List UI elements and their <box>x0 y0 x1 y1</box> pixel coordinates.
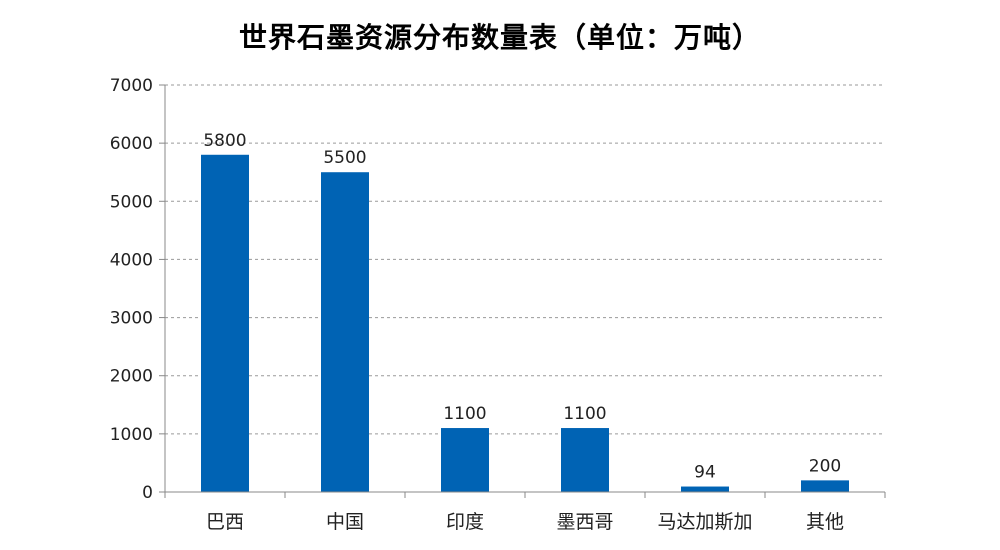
y-tick-label: 4000 <box>110 250 153 270</box>
data-label: 1100 <box>563 404 606 424</box>
y-tick-label: 3000 <box>110 309 153 329</box>
bar <box>681 486 729 492</box>
bar <box>561 428 609 492</box>
data-label: 5500 <box>323 148 366 168</box>
data-label: 1100 <box>443 404 486 424</box>
y-tick-label: 1000 <box>110 425 153 445</box>
y-tick-label: 2000 <box>110 367 153 387</box>
gridlines <box>165 84 885 435</box>
bar <box>201 154 249 492</box>
data-label: 200 <box>809 456 841 476</box>
data-label: 5800 <box>203 131 246 151</box>
y-tick-label: 7000 <box>110 76 153 96</box>
y-tick-label: 5000 <box>110 192 153 212</box>
x-tick-label: 墨西哥 <box>556 511 613 533</box>
bar <box>801 480 849 492</box>
y-tick-label: 0 <box>142 483 153 503</box>
data-label: 94 <box>694 463 716 483</box>
x-tick-label: 马达加斯加 <box>657 511 752 533</box>
x-tick-label: 中国 <box>326 511 364 533</box>
labels: 0 1000 2000 3000 4000 5000 6000 7000 5800 巴西 5500 中… <box>110 76 844 533</box>
x-tick-label: 其他 <box>806 511 844 533</box>
axes <box>159 84 886 498</box>
x-tick-label: 巴西 <box>206 511 244 533</box>
bars <box>201 154 849 492</box>
bar <box>321 172 369 492</box>
y-tick-label: 6000 <box>110 134 153 154</box>
chart-title: 世界石墨资源分布数量表（单位：万吨） <box>238 21 761 54</box>
x-tick-label: 印度 <box>446 511 484 533</box>
bar <box>441 428 489 492</box>
